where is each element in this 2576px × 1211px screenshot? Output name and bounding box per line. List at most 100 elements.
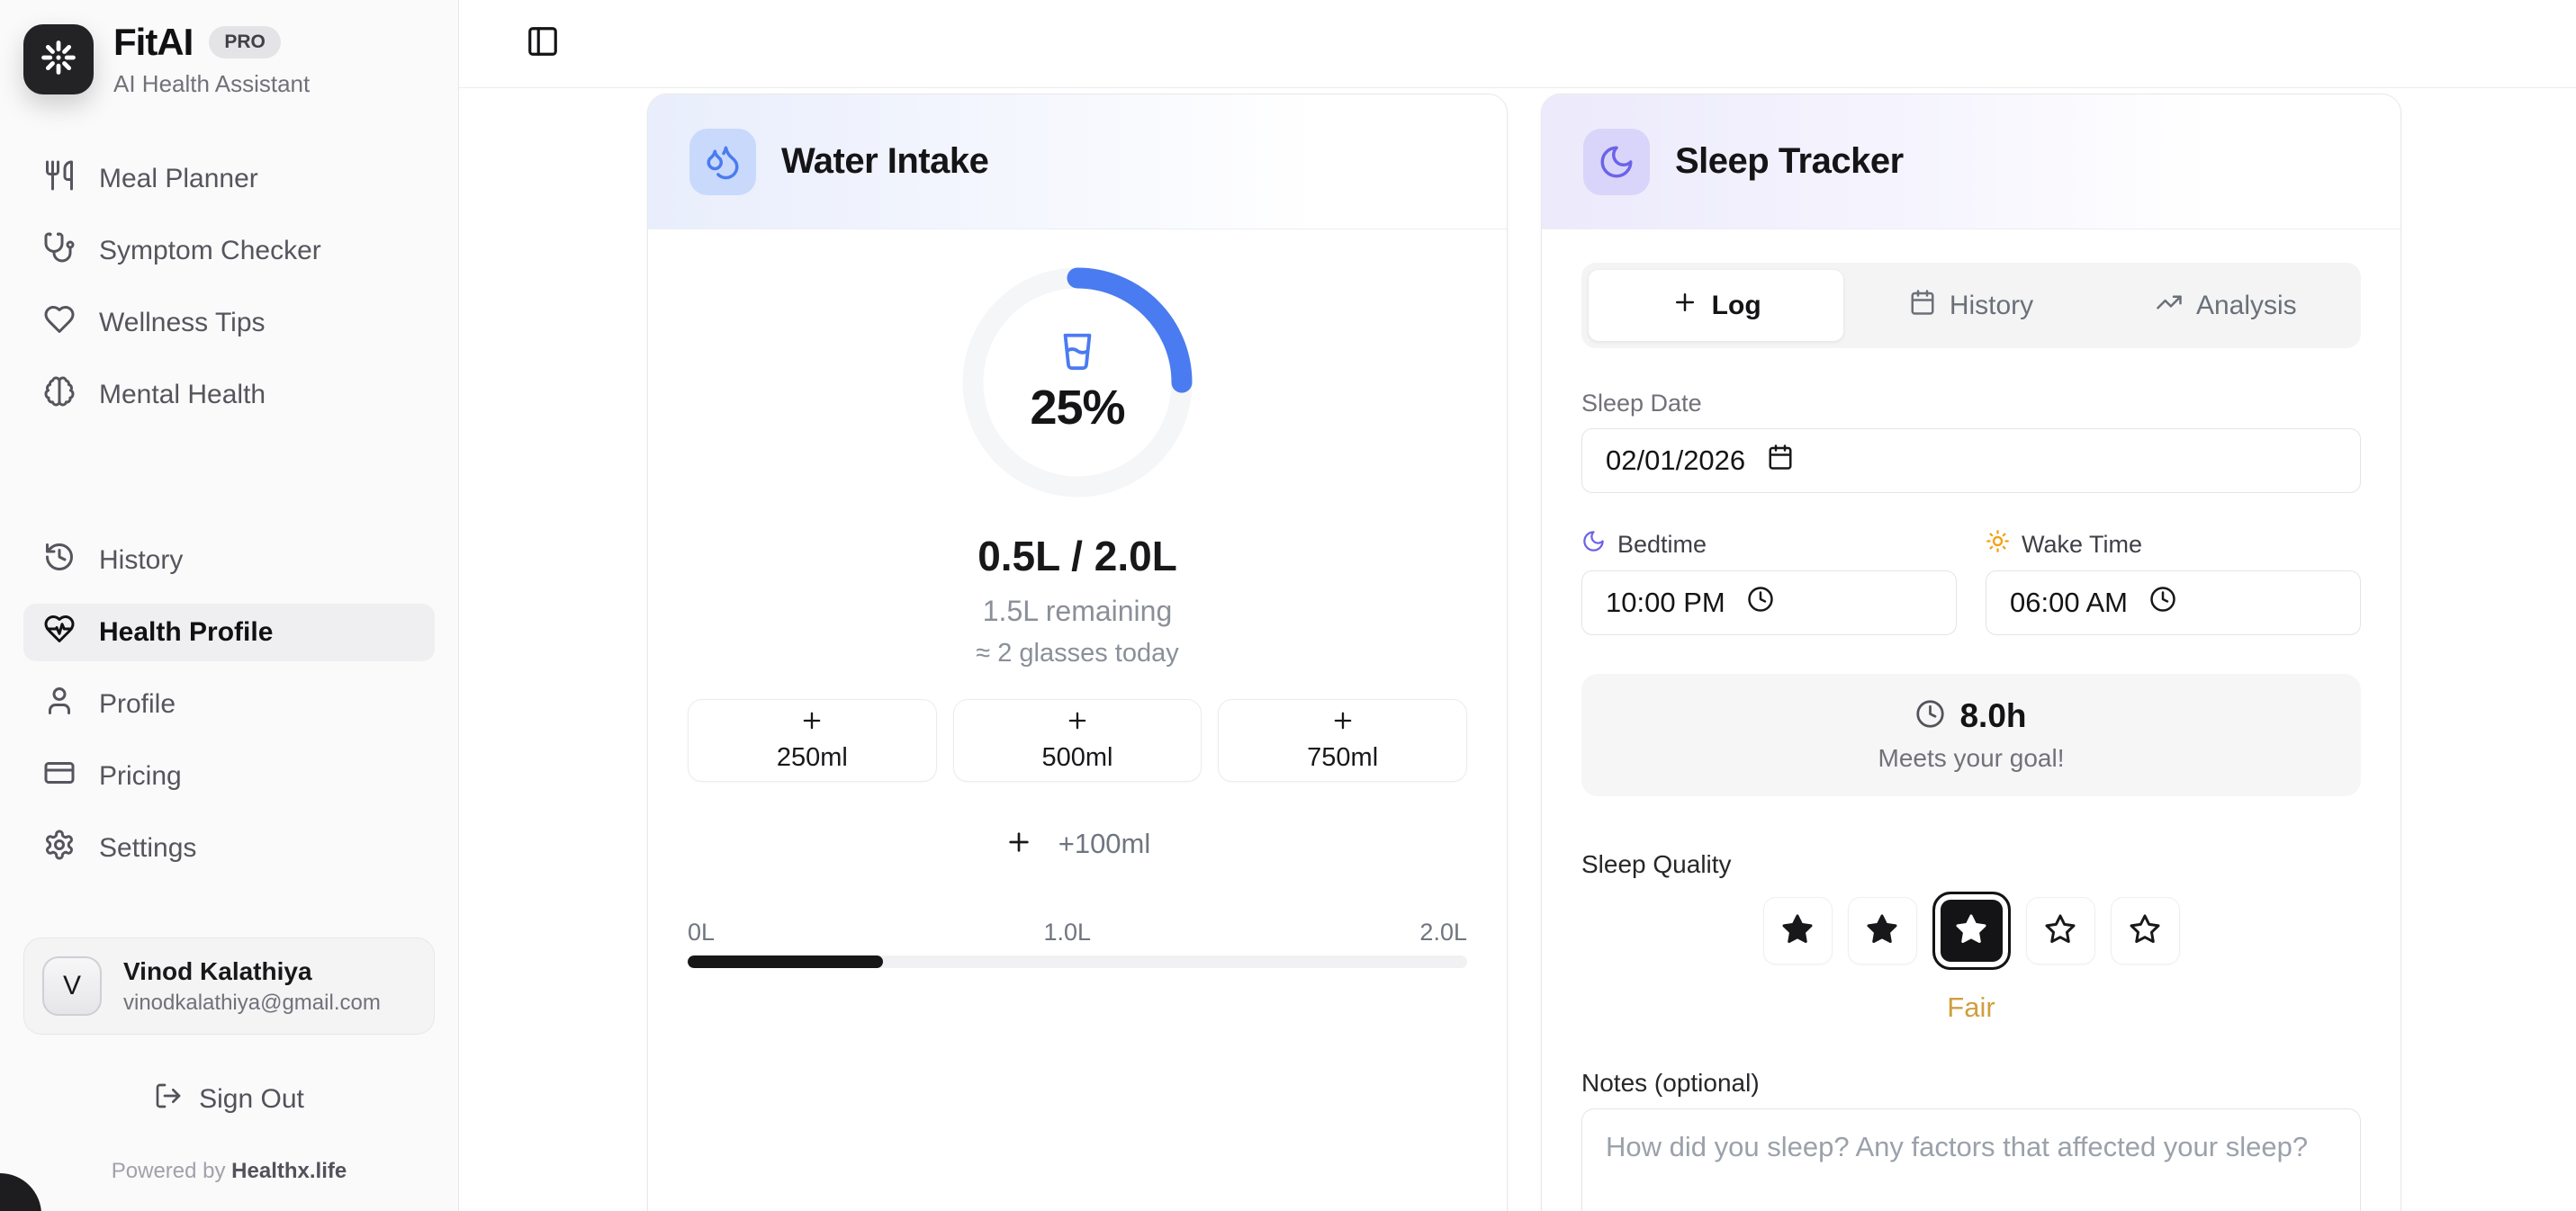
sidebar-item-settings[interactable]: Settings xyxy=(23,820,435,877)
sidebar-nav-main: Meal Planner Symptom Checker Wellness Ti… xyxy=(23,150,435,424)
sleep-duration-summary: 8.0h Meets your goal! xyxy=(1581,674,2361,796)
app-subtitle: AI Health Assistant xyxy=(113,70,311,97)
sidebar-toggle-button[interactable] xyxy=(518,20,567,68)
sidebar-item-label: Meal Planner xyxy=(99,164,258,193)
time-fields-row: Bedtime 10:00 PM Wake Time xyxy=(1581,529,2361,635)
user-name: Vinod Kalathiya xyxy=(123,956,312,985)
main-area: Water Intake 25% xyxy=(459,0,2576,1211)
sidebar: FitAI PRO AI Health Assistant Meal Plann… xyxy=(0,0,459,1211)
bedtime-input[interactable]: 10:00 PM xyxy=(1581,570,1957,635)
calendar-icon xyxy=(1909,289,1936,323)
sparkle-loader-icon xyxy=(39,38,78,82)
water-progress-fill xyxy=(688,955,883,968)
add-750ml-button[interactable]: 750ml xyxy=(1218,699,1468,782)
water-glasses-note: ≈ 2 glasses today xyxy=(976,639,1179,668)
add-100ml-button[interactable]: +100ml xyxy=(1004,821,1150,866)
quick-add-label: 500ml xyxy=(1041,743,1113,772)
sleep-notes-textarea[interactable] xyxy=(1581,1108,2361,1211)
star-1-button[interactable] xyxy=(1762,897,1833,964)
wake-time-input[interactable]: 06:00 AM xyxy=(1986,570,2361,635)
water-progress-ring: 25% xyxy=(960,265,1194,499)
star-icon xyxy=(1955,913,1987,948)
sidebar-item-profile[interactable]: Profile xyxy=(23,676,435,733)
plus-icon xyxy=(1330,708,1356,736)
moon-icon xyxy=(1583,128,1650,195)
water-intake-card: Water Intake 25% xyxy=(647,94,1508,1211)
tab-label: History xyxy=(1949,290,2034,320)
sleep-quality-text: Fair xyxy=(1947,991,1995,1023)
app-logo xyxy=(23,24,94,94)
sign-out-button[interactable]: Sign Out xyxy=(23,1081,435,1117)
water-quick-add-row: 250ml 500ml 750ml xyxy=(688,699,1468,782)
sleep-card-header: Sleep Tracker xyxy=(1542,94,2400,229)
sleep-quality-stars xyxy=(1581,892,2361,970)
brain-icon xyxy=(43,375,76,415)
add-250ml-button[interactable]: 250ml xyxy=(688,699,937,782)
sleep-goal-note: Meets your goal! xyxy=(1878,744,2065,772)
gear-icon xyxy=(43,829,76,868)
user-email: vinodkalathiya@gmail.com xyxy=(123,990,381,1015)
powered-by: Powered by Healthx.life xyxy=(23,1159,435,1184)
topbar xyxy=(459,0,2576,88)
sidebar-item-health-profile[interactable]: Health Profile xyxy=(23,604,435,661)
water-remaining: 1.5L remaining xyxy=(982,595,1173,627)
sidebar-item-symptom-checker[interactable]: Symptom Checker xyxy=(23,222,435,280)
plus-icon xyxy=(799,708,824,736)
sidebar-item-mental-health[interactable]: Mental Health xyxy=(23,366,435,424)
star-3-button[interactable] xyxy=(1932,892,2011,970)
add-500ml-button[interactable]: 500ml xyxy=(952,699,1202,782)
heart-icon xyxy=(43,303,76,343)
star-icon xyxy=(2129,913,2161,948)
clock-icon xyxy=(1915,699,1945,733)
sleep-quality-label: Sleep Quality xyxy=(1581,850,1732,878)
bedtime-label-row: Bedtime xyxy=(1581,529,1957,560)
sidebar-item-history[interactable]: History xyxy=(23,532,435,589)
sidebar-item-meal-planner[interactable]: Meal Planner xyxy=(23,150,435,208)
notes-label: Notes (optional) xyxy=(1581,1069,1760,1097)
wake-time-label-row: Wake Time xyxy=(1986,529,2361,560)
sleep-tabs: Log History Analysis xyxy=(1581,263,2361,348)
tab-history[interactable]: History xyxy=(1843,270,2098,341)
trending-up-icon xyxy=(2156,289,2183,323)
tab-label: Log xyxy=(1711,290,1761,320)
wake-time-value: 06:00 AM xyxy=(2010,587,2128,618)
wake-time-field: Wake Time 06:00 AM xyxy=(1986,529,2361,635)
credit-card-icon xyxy=(43,757,76,796)
water-card-body: 25% 0.5L / 2.0L 1.5L remaining ≈ 2 glass… xyxy=(648,229,1507,1004)
avatar: V xyxy=(42,956,102,1016)
star-5-button[interactable] xyxy=(2110,897,2180,964)
panel-left-icon xyxy=(526,24,560,63)
droplets-icon xyxy=(689,128,756,195)
scale-label-2: 2.0L xyxy=(1419,919,1467,946)
star-icon xyxy=(1781,913,1814,948)
utensils-icon xyxy=(43,159,76,199)
star-2-button[interactable] xyxy=(1847,897,1917,964)
star-4-button[interactable] xyxy=(2025,897,2095,964)
tab-analysis[interactable]: Analysis xyxy=(2099,270,2354,341)
bedtime-label: Bedtime xyxy=(1617,530,1707,558)
tab-log[interactable]: Log xyxy=(1589,270,1844,341)
powered-by-brand-link[interactable]: Healthx.life xyxy=(231,1159,347,1183)
history-icon xyxy=(43,541,76,580)
stethoscope-icon xyxy=(43,231,76,271)
water-card-title: Water Intake xyxy=(781,141,989,181)
user-card[interactable]: V Vinod Kalathiya vinodkalathiya@gmail.c… xyxy=(23,937,435,1035)
heart-pulse-icon xyxy=(43,613,76,652)
sidebar-item-pricing[interactable]: Pricing xyxy=(23,748,435,805)
calendar-icon xyxy=(1767,444,1794,478)
sidebar-item-wellness-tips[interactable]: Wellness Tips xyxy=(23,294,435,352)
sign-out-label: Sign Out xyxy=(199,1084,304,1114)
sleep-tracker-card: Sleep Tracker Log History xyxy=(1541,94,2401,1211)
tab-label: Analysis xyxy=(2195,290,2297,320)
water-ring-arc xyxy=(962,267,1193,498)
pro-badge: PRO xyxy=(209,26,281,58)
clock-icon xyxy=(2149,586,2176,620)
app-title: FitAI xyxy=(113,21,194,63)
sidebar-item-label: Health Profile xyxy=(99,617,274,647)
sleep-date-input[interactable]: 02/01/2026 xyxy=(1581,428,2361,493)
quick-add-label: 250ml xyxy=(776,743,848,772)
water-progress-bar xyxy=(688,955,1467,968)
water-ring-center: 25% xyxy=(960,265,1194,499)
sidebar-nav-secondary: History Health Profile Profile Pricing xyxy=(23,532,435,877)
